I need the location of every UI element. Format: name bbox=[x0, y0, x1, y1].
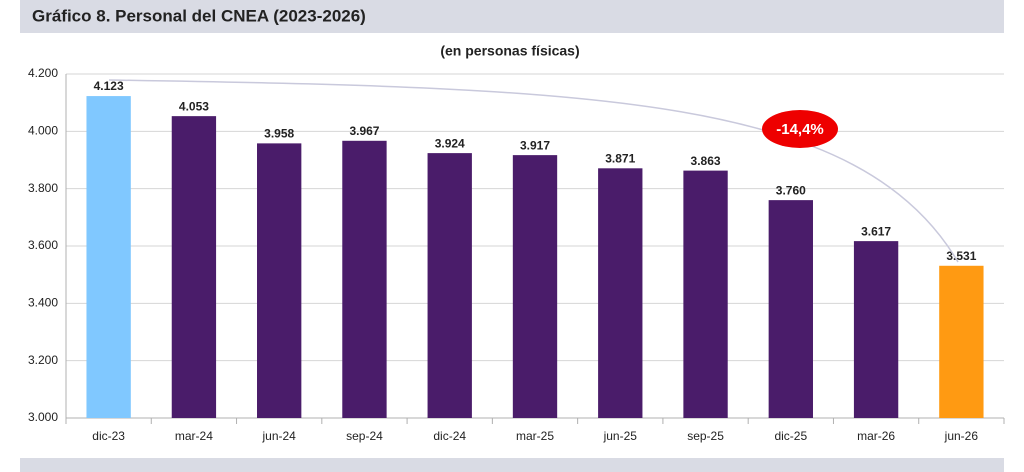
y-tick-label: 4.200 bbox=[28, 66, 58, 80]
chart-title: (en personas físicas) bbox=[440, 43, 579, 59]
y-tick-label: 3.200 bbox=[28, 353, 58, 367]
footer-bar bbox=[20, 458, 1004, 472]
annotation: -14,4% bbox=[776, 121, 824, 138]
x-tick-label: mar-25 bbox=[516, 429, 554, 443]
bar bbox=[683, 170, 728, 418]
x-tick-label: mar-26 bbox=[857, 429, 895, 443]
y-tick-label: 3.000 bbox=[28, 410, 58, 424]
x-tick-label: dic-25 bbox=[774, 429, 807, 443]
trend-curve bbox=[108, 79, 959, 263]
data-label: 3.760 bbox=[776, 183, 806, 197]
x-tick-label: sep-24 bbox=[346, 429, 383, 443]
data-label: 3.924 bbox=[435, 136, 465, 150]
data-label: 3.863 bbox=[691, 154, 721, 168]
bar bbox=[853, 241, 899, 418]
data-label: 3.871 bbox=[605, 151, 635, 165]
data-label: 4.053 bbox=[179, 99, 209, 113]
x-tick-label: sep-25 bbox=[687, 429, 724, 443]
bar bbox=[768, 200, 813, 418]
bar bbox=[171, 116, 217, 418]
x-tick-label: mar-24 bbox=[175, 429, 213, 443]
marks: 4.123 4.053 3.958 3.967 3.924 3.917 3.871 3.863… bbox=[86, 79, 984, 419]
header-title: Gráfico 8. Personal del CNEA (2023-2026) bbox=[32, 6, 366, 25]
y-tick-label: 3.600 bbox=[28, 238, 58, 252]
data-label: 3.967 bbox=[349, 124, 379, 138]
x-tick-label: dic-24 bbox=[433, 429, 466, 443]
x-tick-label: dic-23 bbox=[92, 429, 125, 443]
y-tick-label: 3.400 bbox=[28, 296, 58, 310]
data-label: 3.917 bbox=[520, 138, 550, 152]
data-label: 3.617 bbox=[861, 224, 891, 238]
bar bbox=[939, 265, 984, 418]
bar bbox=[257, 143, 302, 418]
data-label: 3.531 bbox=[946, 249, 976, 263]
x-tick-label: jun-26 bbox=[944, 429, 979, 443]
y-tick-label: 3.800 bbox=[28, 181, 58, 195]
bar bbox=[512, 155, 558, 419]
x-tick-label: jun-24 bbox=[262, 429, 297, 443]
annotation-bubble bbox=[762, 110, 838, 148]
data-label: 3.958 bbox=[264, 127, 294, 141]
bar bbox=[86, 96, 131, 418]
bar bbox=[342, 140, 387, 418]
bar bbox=[598, 168, 643, 418]
y-tick-label: 4.000 bbox=[28, 124, 58, 138]
x-tick-label: jun-25 bbox=[603, 429, 638, 443]
data-label: 4.123 bbox=[94, 79, 124, 93]
bar bbox=[427, 153, 472, 418]
header-bar bbox=[20, 0, 1004, 33]
